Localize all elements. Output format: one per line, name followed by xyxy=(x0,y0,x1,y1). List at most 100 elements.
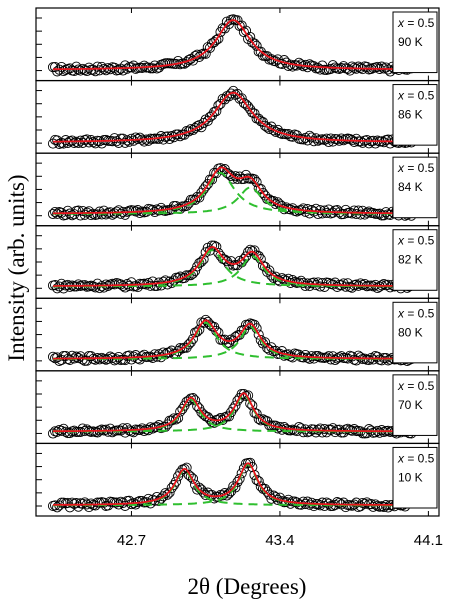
legend-composition: x = 0.5 xyxy=(397,306,435,320)
legend-composition: x = 0.5 xyxy=(397,161,435,175)
data-point xyxy=(126,133,137,144)
fit-curve xyxy=(53,392,412,433)
composition-value: = 0.5 xyxy=(404,451,435,465)
data-point xyxy=(62,497,73,508)
legend-temperature: 70 K xyxy=(398,398,423,412)
data-point xyxy=(298,496,309,507)
legend-temperature: 82 K xyxy=(398,253,423,267)
legend-frame xyxy=(392,84,438,146)
data-point xyxy=(56,497,67,508)
x-tick-label: 43.4 xyxy=(265,532,294,549)
panel-3: x = 0.5 84 K xyxy=(35,152,440,227)
data-point xyxy=(268,196,279,207)
data-point xyxy=(249,38,260,49)
data-point xyxy=(378,210,389,221)
x-axis-title: 2θ (Degrees) xyxy=(188,574,307,599)
data-point xyxy=(200,247,211,258)
data-markers xyxy=(47,85,417,149)
x-tick-label: 44.1 xyxy=(414,532,443,549)
data-point xyxy=(249,174,260,185)
data-point xyxy=(170,476,182,487)
data-point xyxy=(264,123,275,134)
x-axis: 42.7 43.4 44.1 xyxy=(117,532,443,549)
legend-temperature: 80 K xyxy=(398,325,423,339)
fit-curve xyxy=(53,319,412,360)
data-point xyxy=(245,398,256,409)
data-point xyxy=(166,415,177,426)
data-point xyxy=(315,205,326,216)
composition-value: = 0.5 xyxy=(404,89,435,103)
data-point xyxy=(94,206,105,217)
data-point xyxy=(192,326,203,337)
composition-symbol: x xyxy=(397,379,405,393)
data-point xyxy=(232,476,243,488)
data-point xyxy=(73,137,84,149)
data-point xyxy=(336,351,347,362)
legend-temperature: 10 K xyxy=(398,470,423,484)
composition-symbol: x xyxy=(397,306,405,320)
data-point xyxy=(130,132,141,143)
composition-value: = 0.5 xyxy=(404,234,435,248)
data-point xyxy=(372,61,383,72)
data-point xyxy=(230,482,241,493)
legend-box: x = 0.5 90 K xyxy=(392,11,438,74)
fit-curve xyxy=(53,462,412,506)
data-point xyxy=(75,210,86,221)
legend-composition: x = 0.5 xyxy=(397,16,435,30)
legend-box: x = 0.5 10 K xyxy=(392,446,438,509)
data-point xyxy=(67,350,78,361)
data-point xyxy=(185,471,196,482)
data-point xyxy=(50,206,61,218)
fit-curve xyxy=(53,245,412,287)
data-point xyxy=(170,414,182,425)
data-point xyxy=(276,424,288,435)
data-point xyxy=(81,134,92,145)
legend-frame xyxy=(392,11,438,74)
data-point xyxy=(245,244,256,255)
data-point xyxy=(213,33,224,44)
composition-symbol: x xyxy=(397,89,405,103)
data-point xyxy=(71,351,82,362)
panel-6: x = 0.5 70 K xyxy=(35,370,440,445)
panel-4: x = 0.5 82 K xyxy=(35,225,440,299)
composition-symbol: x xyxy=(397,161,405,175)
panel-1: x = 0.5 90 K xyxy=(35,7,440,82)
data-point xyxy=(245,173,256,184)
composition-symbol: x xyxy=(397,16,405,30)
fit-curve xyxy=(53,166,412,215)
data-point xyxy=(62,428,73,439)
legend-composition: x = 0.5 xyxy=(397,234,435,248)
data-point xyxy=(336,133,347,144)
data-point xyxy=(183,126,194,137)
data-point xyxy=(173,413,184,424)
data-point xyxy=(158,491,169,502)
panel-5: x = 0.5 80 K xyxy=(35,297,440,372)
data-point xyxy=(268,125,279,136)
legend-box: x = 0.5 82 K xyxy=(392,229,438,291)
composition-value: = 0.5 xyxy=(404,16,435,30)
legend-frame xyxy=(392,156,438,219)
data-point xyxy=(378,278,389,290)
y-axis-title: Intensity (arb. units) xyxy=(4,174,29,361)
legend-box: x = 0.5 80 K xyxy=(392,301,438,364)
legend-temperature: 86 K xyxy=(398,108,423,122)
composition-value: = 0.5 xyxy=(404,161,435,175)
data-point xyxy=(187,473,199,484)
fit-curve xyxy=(53,91,412,143)
data-point xyxy=(349,136,360,147)
data-point xyxy=(226,170,237,182)
data-point xyxy=(313,351,324,362)
data-point xyxy=(81,65,92,77)
data-point xyxy=(211,34,222,46)
legend-composition: x = 0.5 xyxy=(397,451,435,465)
legend-temperature: 90 K xyxy=(398,35,423,49)
data-point xyxy=(194,192,205,203)
legend-frame xyxy=(392,301,438,364)
data-point xyxy=(319,423,330,435)
data-point xyxy=(262,122,273,133)
data-point xyxy=(69,137,80,148)
data-point xyxy=(230,400,241,411)
data-point xyxy=(196,256,207,267)
data-point xyxy=(253,476,264,487)
